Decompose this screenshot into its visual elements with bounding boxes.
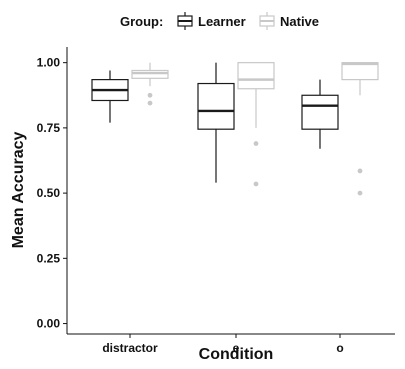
legend-label: Native xyxy=(280,14,319,29)
legend-item-native: Native xyxy=(259,12,319,30)
legend-item-learner: Learner xyxy=(177,12,246,30)
y-tick-label: 0.00 xyxy=(37,317,61,331)
box-learner-distractor xyxy=(91,70,129,123)
box-body xyxy=(197,82,235,130)
box-learner-e xyxy=(197,62,235,183)
legend-title: Group: xyxy=(120,14,163,29)
plot-area xyxy=(91,62,379,196)
box-body xyxy=(237,62,275,90)
legend: Group: Learner Native xyxy=(120,12,319,30)
box-native-o xyxy=(341,62,379,196)
x-axis-title: Condition xyxy=(199,346,274,363)
outlier-point xyxy=(357,168,363,174)
legend-label: Learner xyxy=(198,14,246,29)
y-tick-label: 0.25 xyxy=(37,251,61,265)
box-body xyxy=(301,94,339,130)
y-tick-label: 1.00 xyxy=(37,56,61,70)
outlier-point xyxy=(147,100,153,106)
legend-items: Learner Native xyxy=(177,12,319,30)
x-tick-label: distractor xyxy=(102,341,158,355)
box-learner-o xyxy=(301,79,339,149)
box-native-distractor xyxy=(131,62,169,106)
outlier-point xyxy=(253,181,259,187)
outlier-point xyxy=(357,190,363,196)
x-tick-label: e xyxy=(233,341,240,355)
box-native-e xyxy=(237,62,275,187)
y-tick-label: 0.75 xyxy=(37,121,61,135)
x-tick-label: o xyxy=(336,341,343,355)
axes: 0.00 0.25 0.50 0.75 1.00 distractor e o xyxy=(37,47,395,355)
y-tick-label: 0.50 xyxy=(37,186,61,200)
box-body xyxy=(341,62,379,81)
box-body xyxy=(131,69,169,79)
outlier-point xyxy=(147,92,153,98)
outlier-point xyxy=(253,141,259,146)
y-axis-title: Mean Accuracy xyxy=(10,132,27,249)
